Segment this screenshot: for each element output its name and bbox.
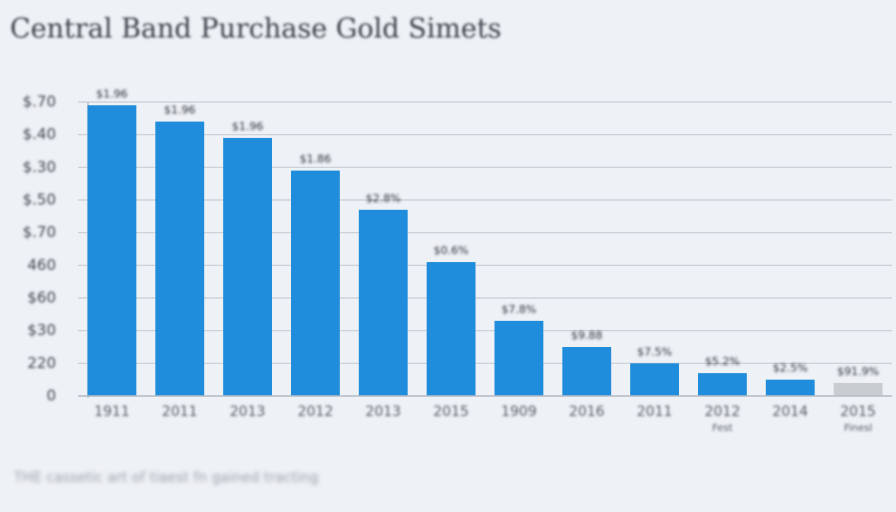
bar — [87, 105, 137, 397]
y-tick-label: $60 — [27, 289, 56, 307]
bar-annotation: $1.96 — [232, 120, 264, 133]
y-tick-label: $.40 — [23, 125, 56, 143]
bar-annotation: $91.9% — [837, 365, 879, 378]
x-tick-note: Finesl — [844, 423, 872, 434]
x-tick-label: 2013 — [230, 404, 266, 420]
y-tick-label: 220 — [27, 354, 56, 372]
bar — [765, 379, 815, 396]
y-tick-label: $.70 — [23, 223, 56, 241]
chart-title: Central Band Purchase Gold Simets — [10, 14, 502, 45]
bar-annotation: $1.96 — [164, 104, 196, 117]
x-tick-label: 1909 — [501, 404, 537, 420]
bar — [562, 347, 612, 396]
footnote: THE cassetic art of tiaest fn gained tra… — [13, 470, 319, 486]
bar — [223, 137, 273, 396]
bar — [697, 373, 747, 396]
bar — [833, 382, 883, 396]
y-tick-label: 460 — [27, 256, 56, 274]
bar — [290, 170, 340, 396]
bar — [155, 121, 205, 396]
x-tick-label: 1911 — [94, 404, 130, 420]
y-tick-label: 0 — [46, 387, 56, 405]
x-tick-label: 2011 — [162, 404, 198, 420]
bar-annotation: $0.6% — [434, 244, 469, 257]
bar — [358, 209, 408, 396]
y-tick-label: $.30 — [23, 158, 56, 176]
bar — [494, 320, 544, 396]
bar-annotation: $1.96 — [96, 87, 128, 100]
y-tick-label: $.50 — [23, 191, 56, 209]
bar-annotation: $7.8% — [501, 303, 536, 316]
y-tick-label: $30 — [27, 321, 56, 339]
x-tick-label: 2012 — [298, 404, 334, 420]
x-tick-label: 2014 — [772, 404, 808, 420]
bar-annotation: $2.5% — [773, 362, 808, 375]
y-tick-label: $.70 — [23, 93, 56, 111]
bar — [630, 363, 680, 396]
x-tick-label: 2015 — [840, 404, 876, 420]
bar-annotation: $1.86 — [300, 153, 332, 166]
x-tick-label: 2015 — [433, 404, 469, 420]
x-tick-label: 2012 — [705, 404, 741, 420]
x-tick-label: 2011 — [637, 404, 673, 420]
bar-annotation: $7.5% — [637, 345, 672, 358]
x-tick-label: 2013 — [365, 404, 401, 420]
x-tick-note: Fest — [712, 423, 733, 434]
bar-annotation: $5.2% — [705, 355, 740, 368]
bar-annotation: $2.8% — [366, 192, 401, 205]
bar-annotation: $9.88 — [571, 329, 603, 342]
bar — [426, 262, 476, 396]
x-tick-label: 2016 — [569, 404, 605, 420]
